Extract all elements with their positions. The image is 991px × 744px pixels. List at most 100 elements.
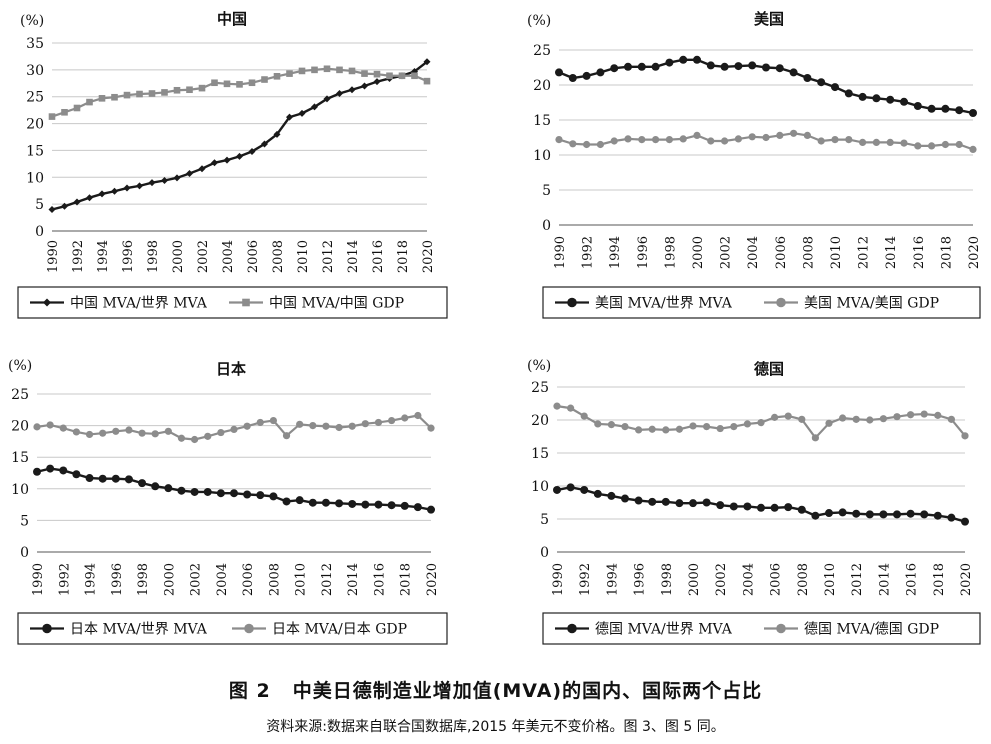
data-point	[866, 416, 874, 424]
data-point	[191, 435, 199, 444]
data-point	[423, 58, 431, 66]
data-point	[567, 404, 575, 412]
data-point	[784, 503, 793, 512]
data-point	[907, 411, 915, 419]
data-point	[927, 104, 936, 113]
y-unit-label: (%)	[8, 358, 32, 374]
data-point	[838, 508, 847, 517]
x-tick-label: 2018	[932, 563, 947, 596]
x-tick-label: 2004	[215, 563, 230, 596]
data-point	[374, 500, 383, 509]
data-point	[151, 430, 159, 438]
data-point	[743, 502, 752, 511]
y-tick-label: 25	[531, 380, 549, 396]
data-point	[138, 429, 146, 437]
chart-title: 日本	[216, 360, 246, 378]
data-point	[427, 424, 435, 432]
data-point	[99, 429, 107, 437]
data-point	[872, 94, 881, 103]
data-point	[553, 485, 561, 494]
data-point	[161, 177, 168, 185]
data-point	[845, 136, 853, 144]
data-point	[348, 86, 356, 94]
x-tick-label: 2008	[796, 563, 811, 596]
data-point	[607, 421, 616, 429]
data-point	[211, 159, 218, 167]
y-unit-label: (%)	[527, 358, 551, 374]
data-point	[825, 509, 833, 518]
x-tick-label: 1992	[57, 563, 72, 596]
data-point	[852, 509, 861, 518]
y-tick-label: 25	[11, 387, 29, 403]
data-point	[790, 129, 798, 137]
legend-label: 德国 MVA/德国 GDP	[804, 622, 939, 638]
data-point	[401, 414, 409, 422]
y-tick-label: 0	[20, 545, 29, 561]
data-point	[961, 517, 969, 526]
data-point	[298, 109, 306, 117]
data-point	[865, 510, 874, 519]
legend-box	[542, 612, 981, 645]
x-tick-label: 2004	[741, 563, 756, 596]
x-tick-label: 2008	[801, 236, 816, 269]
figure-title: 中美日德制造业增加值(MVA)的国内、国际两个占比	[292, 680, 763, 702]
data-point	[665, 136, 674, 144]
data-point	[248, 79, 256, 87]
data-point	[955, 140, 963, 149]
data-point	[716, 501, 725, 510]
data-point	[675, 499, 684, 508]
data-point	[920, 510, 929, 519]
data-point	[803, 131, 812, 139]
data-point	[111, 187, 118, 195]
data-point	[689, 422, 697, 430]
data-point	[933, 511, 942, 520]
data-point	[211, 79, 218, 87]
data-point	[555, 136, 563, 144]
data-point	[413, 503, 422, 512]
data-point	[348, 499, 357, 508]
data-point	[236, 152, 243, 160]
data-point	[607, 491, 616, 500]
data-point	[261, 76, 268, 83]
data-point	[651, 62, 660, 71]
data-point	[734, 135, 743, 143]
legend-box	[542, 286, 981, 319]
data-point	[831, 83, 839, 92]
data-point	[243, 490, 252, 499]
data-point	[706, 61, 715, 70]
data-point	[273, 73, 281, 80]
data-point	[941, 140, 950, 149]
x-tick-label: 2010	[294, 563, 309, 596]
data-point	[72, 428, 80, 436]
legend-marker	[43, 298, 51, 307]
x-tick-label: 2002	[189, 563, 204, 596]
data-point	[914, 142, 922, 150]
data-point	[689, 499, 697, 508]
data-point	[123, 184, 131, 192]
x-tick-label: 2016	[905, 563, 920, 596]
data-point	[361, 500, 370, 509]
data-point	[729, 502, 738, 511]
data-point	[831, 136, 839, 144]
data-point	[762, 63, 770, 72]
x-tick-label: 2018	[399, 563, 414, 596]
data-point	[900, 139, 908, 147]
data-point	[400, 501, 409, 510]
data-point	[177, 434, 186, 442]
x-tick-label: 1994	[84, 563, 99, 596]
data-point	[323, 95, 331, 103]
y-tick-label: 15	[533, 113, 551, 129]
data-point	[648, 425, 656, 433]
data-point	[124, 475, 133, 484]
data-point	[348, 67, 356, 75]
data-point	[566, 483, 575, 492]
x-tick-label: 1996	[121, 240, 136, 273]
data-point	[48, 113, 56, 120]
data-point	[322, 422, 330, 430]
y-tick-label: 25	[26, 90, 44, 106]
data-point	[872, 138, 881, 146]
x-tick-label: 2020	[959, 563, 974, 596]
x-tick-label: 1992	[581, 236, 596, 269]
data-point	[286, 70, 293, 77]
y-tick-label: 0	[540, 545, 549, 561]
